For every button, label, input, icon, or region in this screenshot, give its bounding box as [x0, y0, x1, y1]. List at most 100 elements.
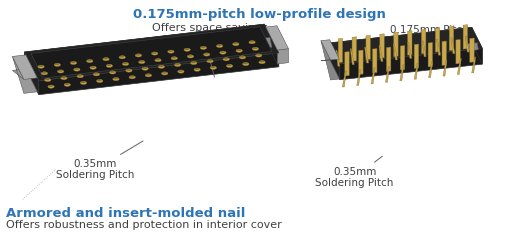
Polygon shape	[171, 48, 176, 55]
Ellipse shape	[200, 47, 206, 48]
Polygon shape	[139, 52, 142, 59]
Ellipse shape	[106, 64, 112, 67]
Polygon shape	[372, 48, 377, 73]
Polygon shape	[65, 61, 68, 67]
Ellipse shape	[155, 58, 161, 62]
Ellipse shape	[236, 49, 241, 51]
Polygon shape	[463, 25, 468, 49]
Polygon shape	[408, 31, 412, 55]
Ellipse shape	[146, 74, 151, 76]
Ellipse shape	[188, 55, 193, 57]
Polygon shape	[321, 41, 339, 80]
Ellipse shape	[249, 41, 254, 42]
Polygon shape	[24, 52, 39, 95]
Ellipse shape	[184, 48, 189, 50]
Ellipse shape	[240, 56, 244, 58]
Polygon shape	[443, 60, 447, 76]
Ellipse shape	[113, 78, 119, 81]
Ellipse shape	[54, 63, 61, 66]
Ellipse shape	[168, 50, 174, 53]
Ellipse shape	[253, 48, 257, 49]
Ellipse shape	[107, 65, 111, 66]
Ellipse shape	[142, 67, 147, 69]
Ellipse shape	[260, 61, 264, 62]
Polygon shape	[73, 60, 77, 66]
Polygon shape	[466, 43, 478, 51]
Polygon shape	[357, 69, 361, 86]
Polygon shape	[24, 24, 279, 81]
Ellipse shape	[126, 69, 131, 71]
Ellipse shape	[109, 71, 116, 74]
Ellipse shape	[71, 62, 76, 63]
Ellipse shape	[211, 66, 215, 68]
Ellipse shape	[96, 79, 103, 82]
Polygon shape	[48, 63, 52, 69]
Ellipse shape	[204, 53, 210, 56]
Ellipse shape	[223, 58, 229, 61]
Ellipse shape	[139, 61, 144, 62]
Polygon shape	[422, 29, 426, 54]
Ellipse shape	[123, 63, 127, 64]
Polygon shape	[422, 41, 426, 57]
Polygon shape	[366, 35, 370, 60]
Ellipse shape	[207, 60, 212, 62]
Ellipse shape	[74, 68, 80, 71]
Polygon shape	[246, 40, 249, 46]
Ellipse shape	[142, 67, 148, 70]
Polygon shape	[449, 26, 454, 51]
Ellipse shape	[194, 68, 200, 71]
Polygon shape	[380, 34, 384, 58]
Ellipse shape	[252, 47, 258, 50]
Ellipse shape	[45, 79, 50, 80]
Text: 0.35mm
Soldering Pitch: 0.35mm Soldering Pitch	[315, 156, 394, 188]
Ellipse shape	[239, 56, 246, 59]
Polygon shape	[336, 50, 340, 66]
Ellipse shape	[255, 54, 262, 57]
Ellipse shape	[136, 54, 140, 56]
Polygon shape	[329, 43, 340, 80]
Text: 0.175mm Pitch: 0.175mm Pitch	[390, 25, 469, 52]
Ellipse shape	[145, 74, 152, 77]
Polygon shape	[345, 51, 349, 76]
Ellipse shape	[90, 66, 96, 69]
Ellipse shape	[48, 85, 53, 87]
Polygon shape	[342, 71, 347, 87]
Polygon shape	[338, 38, 342, 63]
Ellipse shape	[135, 54, 141, 57]
Polygon shape	[329, 27, 472, 59]
Ellipse shape	[200, 46, 207, 49]
Ellipse shape	[162, 72, 167, 74]
Polygon shape	[237, 41, 241, 47]
Polygon shape	[147, 51, 151, 58]
Polygon shape	[340, 48, 482, 80]
Polygon shape	[428, 62, 433, 78]
Ellipse shape	[171, 57, 176, 58]
Text: Offers space savings: Offers space savings	[152, 23, 268, 33]
Ellipse shape	[42, 72, 47, 74]
Ellipse shape	[61, 77, 66, 78]
Polygon shape	[266, 26, 289, 50]
Polygon shape	[350, 49, 354, 65]
Polygon shape	[400, 65, 404, 81]
Ellipse shape	[103, 58, 108, 59]
Ellipse shape	[188, 55, 194, 58]
Text: 0.175mm Pitch: 0.175mm Pitch	[166, 37, 244, 77]
Polygon shape	[472, 57, 476, 73]
Polygon shape	[414, 44, 419, 69]
Ellipse shape	[41, 72, 48, 75]
Polygon shape	[442, 41, 447, 65]
Ellipse shape	[217, 45, 222, 46]
Polygon shape	[358, 50, 363, 75]
Ellipse shape	[259, 61, 265, 64]
Ellipse shape	[87, 59, 93, 63]
Ellipse shape	[94, 73, 98, 75]
Polygon shape	[470, 38, 474, 62]
Ellipse shape	[175, 64, 180, 65]
Ellipse shape	[256, 54, 261, 56]
Ellipse shape	[87, 60, 92, 61]
Polygon shape	[131, 53, 134, 60]
Polygon shape	[97, 57, 102, 63]
Ellipse shape	[168, 50, 173, 52]
Ellipse shape	[178, 70, 184, 73]
Polygon shape	[122, 54, 126, 61]
